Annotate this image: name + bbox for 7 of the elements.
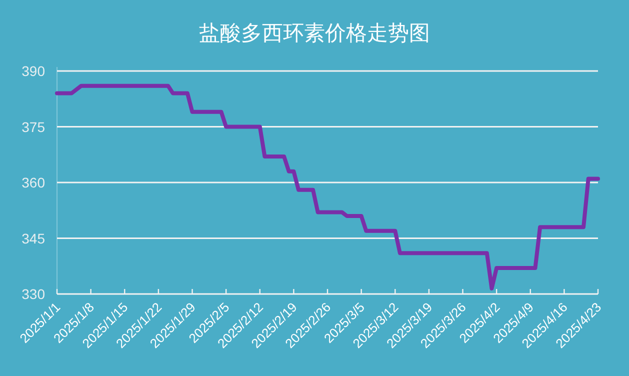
y-tick-label: 330 — [22, 286, 46, 302]
y-tick-label: 375 — [22, 118, 46, 135]
chart-title: 盐酸多西环素价格走势图 — [199, 22, 430, 45]
line-series — [55, 84, 600, 290]
y-tick-label: 390 — [22, 63, 46, 79]
y-tick-label: 345 — [22, 230, 46, 246]
y-tick-label: 360 — [22, 174, 46, 190]
